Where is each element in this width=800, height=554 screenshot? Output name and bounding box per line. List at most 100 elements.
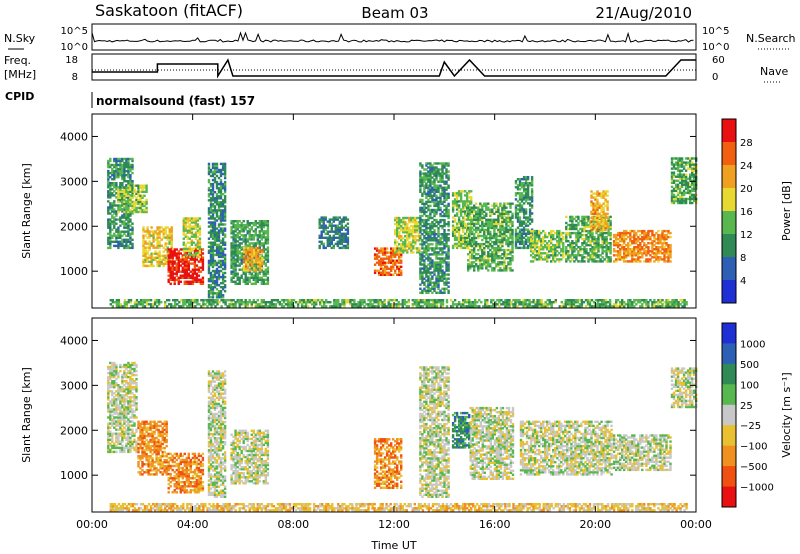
- velocity-ylabel: Slant Range [km]: [20, 367, 33, 463]
- velocity-colorbar-segment-2: [722, 363, 736, 385]
- power-colorbar-tick-4: 20: [740, 184, 753, 195]
- power-region-8: [318, 216, 350, 250]
- velocity-region-1: [137, 420, 168, 476]
- velocity-colorbar-tick-1: 500: [740, 360, 759, 371]
- velocity-region-9: [519, 420, 613, 476]
- power-panel: 1000 2000 3000 4000 Slant Range [km] 4 8 12 16 20…: [20, 113, 793, 309]
- velocity-colorbar: 1000 500 100 25 −25 −100 −500 −1000 Velocity [m …: [721, 322, 793, 508]
- noise-strip-frame: [91, 23, 697, 51]
- power-colorbar-segment-5: [722, 234, 736, 258]
- velocity-region-3: [207, 370, 227, 498]
- power-region-1: [117, 184, 148, 214]
- velocity-xtick-label-4: 16:00: [479, 518, 511, 531]
- velocity-colorbar-segment-7: [722, 466, 736, 487]
- power-colorbar-tick-1: 8: [740, 253, 746, 264]
- power-colorbar-tick-3: 16: [740, 207, 753, 218]
- power-region-7: [243, 246, 264, 272]
- velocity-colorbar-segment-3: [722, 384, 736, 406]
- velocity-ytick-label-0: 1000: [60, 469, 88, 482]
- power-region-2: [142, 226, 173, 268]
- cpid-label: CPID: [5, 90, 34, 103]
- velocity-colorbar-tick-5: −100: [740, 442, 767, 453]
- velocity-colorbar-tick-3: 25: [740, 401, 753, 412]
- velocity-colorbar-segment-8: [722, 486, 736, 508]
- freq-label-line2: [MHz]: [4, 68, 36, 81]
- velocity-region-6: [419, 366, 450, 498]
- noise-trace: [91, 31, 694, 43]
- velocity-colorbar-tick-2: 100: [740, 380, 759, 391]
- power-colorbar-segment-3: [722, 188, 736, 212]
- power-region-5: [207, 162, 227, 299]
- power-colorbar-segment-2: [722, 165, 736, 189]
- velocity-colorbar-tick-6: −500: [740, 462, 767, 473]
- velocity-region-4: [230, 429, 270, 485]
- nsearch-label: N.Search: [746, 32, 796, 45]
- power-colorbar-segment-1: [722, 142, 736, 166]
- power-ytick-label-3: 4000: [60, 130, 88, 143]
- velocity-region-5: [373, 438, 403, 489]
- velocity-xtick-label-3: 12:00: [378, 518, 410, 531]
- velocity-colorbar-segment-6: [722, 445, 736, 467]
- power-colorbar-label: Power [dB]: [780, 181, 793, 241]
- power-colorbar-segment-7: [722, 280, 736, 304]
- velocity-region-11: [670, 367, 698, 409]
- nave-tick-bottom: 0: [712, 72, 718, 83]
- power-colorbar-frame: [721, 118, 737, 304]
- velocity-colorbar-segment-4: [722, 404, 736, 426]
- noise-tick-right-bottom: 10^0: [702, 42, 729, 53]
- velocity-xtick-label-1: 04:00: [177, 518, 209, 531]
- velocity-ytick-label-2: 3000: [60, 379, 88, 392]
- velocity-xtick-label-5: 20:00: [579, 518, 611, 531]
- noise-tick-right-top: 10^5: [702, 26, 729, 37]
- velocity-region-2: [167, 452, 205, 494]
- velocity-colorbar-label: Velocity [m s⁻¹]: [780, 372, 793, 457]
- velocity-colorbar-segment-5: [722, 425, 736, 447]
- power-region-19: [670, 157, 698, 205]
- cpid-value: normalsound (fast) 157: [96, 94, 255, 108]
- station-title: Saskatoon (fitACF): [95, 1, 243, 20]
- power-colorbar-tick-2: 12: [740, 230, 753, 241]
- power-ytick-label-2: 3000: [60, 175, 88, 188]
- power-colorbar-tick-0: 4: [740, 276, 746, 287]
- power-region-20: [109, 299, 688, 308]
- frequency-trace: [92, 58, 696, 79]
- velocity-region-12: [109, 503, 688, 512]
- noise-tick-left-bottom: 10^0: [61, 42, 88, 53]
- power-region-10: [394, 216, 421, 254]
- power-region-11: [419, 162, 450, 294]
- power-colorbar-tick-6: 28: [740, 138, 753, 149]
- velocity-colorbar-tick-0: 1000: [740, 339, 765, 350]
- velocity-colorbar-segment-0: [722, 323, 736, 344]
- freq-label-line1: Freq.: [4, 54, 31, 67]
- velocity-panel: 1000 2000 3000 4000 Slant Range [km] 00:00 04:…: [20, 317, 793, 552]
- freq-tick-top: 18: [65, 55, 78, 66]
- velocity-region-0: [107, 361, 138, 454]
- power-ytick-label-0: 1000: [60, 265, 88, 278]
- velocity-xlabel: Time UT: [370, 539, 416, 552]
- power-region-13: [467, 202, 514, 272]
- beam-title: Beam 03: [361, 4, 428, 22]
- power-colorbar-segment-6: [722, 257, 736, 281]
- power-region-6: [230, 220, 270, 285]
- freq-tick-bottom: 8: [72, 72, 78, 83]
- date-title: 21/Aug/2010: [595, 4, 692, 22]
- velocity-colorbar-tick-7: −1000: [740, 483, 774, 494]
- power-region-18: [612, 229, 672, 263]
- power-ylabel: Slant Range [km]: [20, 163, 33, 259]
- power-colorbar-segment-0: [722, 119, 736, 143]
- velocity-ytick-label-3: 4000: [60, 334, 88, 347]
- velocity-region-7: [451, 411, 471, 449]
- power-colorbar: 4 8 12 16 20 24 28 Power [dB]: [721, 118, 793, 304]
- power-ytick-label-1: 2000: [60, 220, 88, 233]
- velocity-ytick-label-1: 2000: [60, 424, 88, 437]
- velocity-colorbar-tick-4: −25: [740, 421, 761, 432]
- velocity-xtick-label-0: 00:00: [76, 518, 108, 531]
- velocity-region-10: [612, 434, 672, 472]
- velocity-colorbar-segment-1: [722, 343, 736, 365]
- noise-tick-left-top: 10^5: [61, 26, 88, 37]
- nsky-label: N.Sky: [4, 32, 36, 45]
- nave-label: Nave: [760, 65, 788, 78]
- power-colorbar-tick-5: 24: [740, 161, 753, 172]
- power-region-14: [514, 176, 534, 250]
